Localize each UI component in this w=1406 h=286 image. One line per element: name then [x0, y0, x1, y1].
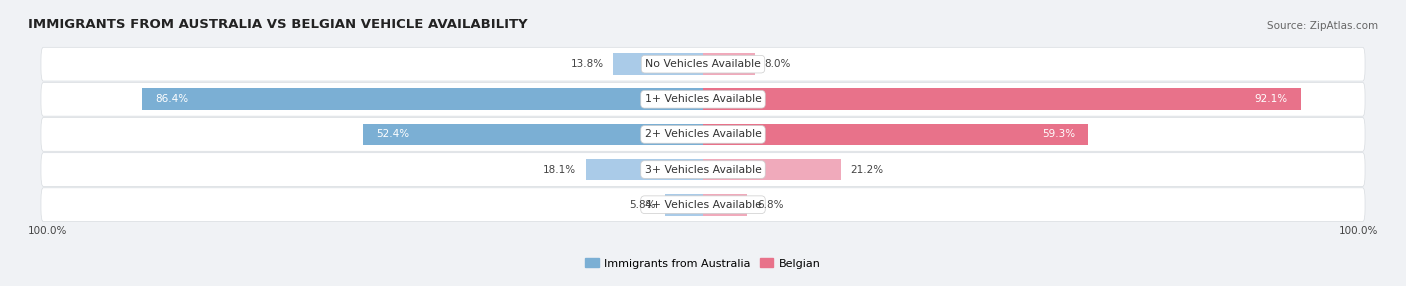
Text: 21.2%: 21.2%: [851, 164, 883, 174]
Text: 13.8%: 13.8%: [571, 59, 603, 69]
Text: 6.8%: 6.8%: [756, 200, 783, 210]
Text: No Vehicles Available: No Vehicles Available: [645, 59, 761, 69]
Bar: [142, 88, 703, 110]
Bar: [703, 124, 1088, 145]
Text: 5.8%: 5.8%: [628, 200, 655, 210]
Text: IMMIGRANTS FROM AUSTRALIA VS BELGIAN VEHICLE AVAILABILITY: IMMIGRANTS FROM AUSTRALIA VS BELGIAN VEH…: [28, 18, 527, 31]
Text: 59.3%: 59.3%: [1042, 130, 1074, 139]
Bar: [665, 194, 703, 216]
FancyBboxPatch shape: [41, 82, 1365, 116]
FancyBboxPatch shape: [41, 118, 1365, 151]
Text: 52.4%: 52.4%: [375, 130, 409, 139]
Text: 4+ Vehicles Available: 4+ Vehicles Available: [644, 200, 762, 210]
Text: 100.0%: 100.0%: [28, 226, 67, 236]
Text: 1+ Vehicles Available: 1+ Vehicles Available: [644, 94, 762, 104]
Text: 2+ Vehicles Available: 2+ Vehicles Available: [644, 130, 762, 139]
Text: 86.4%: 86.4%: [155, 94, 188, 104]
Bar: [703, 88, 1301, 110]
Bar: [703, 53, 755, 75]
FancyBboxPatch shape: [41, 153, 1365, 186]
Bar: [703, 194, 747, 216]
Bar: [363, 124, 703, 145]
Text: 18.1%: 18.1%: [543, 164, 576, 174]
Text: Source: ZipAtlas.com: Source: ZipAtlas.com: [1267, 21, 1378, 31]
Text: 92.1%: 92.1%: [1254, 94, 1288, 104]
FancyBboxPatch shape: [41, 47, 1365, 81]
Text: 8.0%: 8.0%: [765, 59, 792, 69]
Bar: [703, 159, 841, 180]
Legend: Immigrants from Australia, Belgian: Immigrants from Australia, Belgian: [581, 254, 825, 273]
FancyBboxPatch shape: [41, 188, 1365, 222]
Text: 3+ Vehicles Available: 3+ Vehicles Available: [644, 164, 762, 174]
Bar: [613, 53, 703, 75]
Text: 100.0%: 100.0%: [1339, 226, 1378, 236]
Bar: [585, 159, 703, 180]
